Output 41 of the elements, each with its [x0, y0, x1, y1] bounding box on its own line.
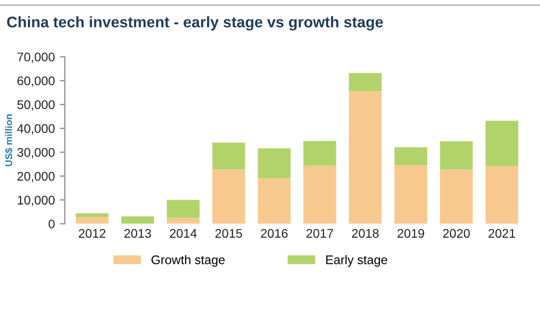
bar: [394, 147, 428, 166]
y-tick-label: 0: [48, 220, 55, 228]
legend-label: Early stage: [326, 255, 388, 267]
bar: [485, 166, 518, 224]
y-tick-label: 60,000: [17, 76, 55, 87]
bar: [485, 120, 518, 166]
x-tick-label: 2015: [215, 228, 242, 238]
y-tick-label: 20,000: [17, 172, 55, 182]
y-axis-title: US$ million: [4, 114, 13, 166]
y-tick-label: 40,000: [17, 124, 55, 134]
y-tick-label: 70,000: [17, 52, 55, 63]
y-tick-label: 10,000: [18, 196, 55, 206]
bar: [212, 169, 246, 224]
x-tick-label: 2012: [78, 228, 106, 238]
y-tick-label: 30,000: [17, 148, 55, 158]
bar: [212, 142, 246, 170]
bar: [303, 166, 336, 224]
bar: [166, 200, 200, 218]
bar: [440, 141, 473, 170]
bar: [166, 218, 200, 224]
bar: [348, 91, 382, 224]
bar: [348, 73, 382, 92]
x-tick-label: 2019: [398, 228, 424, 238]
legend-label: Growth stage: [152, 255, 225, 267]
x-tick-label: 2017: [306, 228, 334, 238]
x-tick-label: 2021: [488, 228, 516, 238]
bar: [121, 216, 154, 224]
x-tick-label: 2013: [124, 228, 152, 238]
y-tick-label: 50,000: [17, 100, 55, 111]
bar: [258, 178, 291, 224]
bar: [394, 165, 428, 224]
bar: [258, 148, 291, 178]
chart-title: China tech investment - early stage vs growth stage: [7, 16, 383, 31]
bar: [303, 140, 336, 166]
bar: [76, 213, 109, 218]
x-tick-label: 2014: [170, 228, 197, 238]
bar: [76, 217, 109, 224]
x-tick-label: 2020: [443, 228, 470, 238]
x-tick-label: 2018: [352, 228, 379, 238]
x-tick-label: 2016: [260, 228, 288, 238]
bar: [440, 169, 473, 224]
